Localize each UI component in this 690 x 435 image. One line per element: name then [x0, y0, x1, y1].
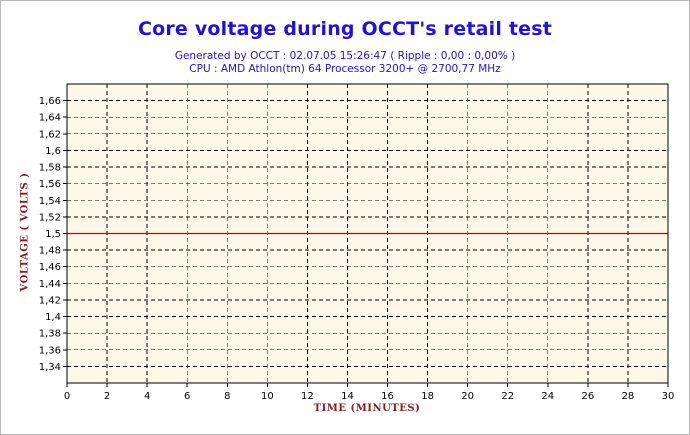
x-axis-label: TIME (MINUTES)	[313, 403, 421, 414]
y-axis-label: VOLTAGE ( VOLTS )	[19, 172, 31, 292]
chart-title: Core voltage during OCCT's retail test	[137, 18, 553, 40]
y-tick-label: 1,46	[39, 262, 61, 273]
plot-border	[66, 83, 669, 384]
x-tick-label: 0	[64, 391, 70, 402]
y-tick-label: 1,42	[39, 295, 61, 306]
y-tick-label: 1,6	[45, 146, 61, 157]
y-tick-label: 1,66	[39, 96, 61, 107]
axis-layer	[63, 83, 669, 387]
x-tick-labels: 0 2 4 6 8 10 12 14 16 18 20 22 24 26 28 30	[64, 391, 675, 402]
x-tick-label: 24	[541, 391, 554, 402]
x-tick-label: 8	[224, 391, 230, 402]
x-tick-label: 22	[501, 391, 514, 402]
x-tick-label: 30	[662, 391, 675, 402]
y-tick-labels: 1,34 1,36 1,38 1,4 1,42 1,44 1,46 1,48 1,5 1,52 1,…	[39, 96, 61, 373]
x-tick-label: 10	[261, 391, 274, 402]
x-tick-label: 14	[341, 391, 354, 402]
y-tick-label: 1,54	[39, 196, 61, 207]
y-tick-label: 1,34	[39, 362, 61, 373]
chart-subtitle-generated: Generated by OCCT : 02.07.05 15:26:47 ( …	[174, 50, 516, 62]
y-tick-label: 1,56	[39, 179, 61, 190]
chart-subtitle-cpu: CPU : AMD Athlon(tm) 64 Processor 3200+ …	[189, 63, 501, 75]
y-tick-label: 1,64	[39, 113, 61, 124]
y-tick-label: 1,38	[39, 329, 61, 340]
x-tick-label: 2	[104, 391, 110, 402]
y-tick-label: 1,4	[45, 312, 61, 323]
x-tick-label: 4	[144, 391, 150, 402]
y-tick-label: 1,62	[39, 129, 61, 140]
y-tick-label: 1,5	[45, 229, 61, 240]
y-tick-label: 1,36	[39, 345, 61, 356]
x-tick-label: 12	[301, 391, 314, 402]
x-tick-label: 6	[184, 391, 190, 402]
y-tick-label: 1,44	[39, 279, 61, 290]
y-tick-label: 1,52	[39, 212, 61, 223]
x-tick-label: 28	[622, 391, 635, 402]
x-tick-label: 16	[381, 391, 394, 402]
x-tick-label: 18	[421, 391, 434, 402]
x-tick-label: 20	[461, 391, 474, 402]
y-tick-label: 1,48	[39, 246, 61, 257]
x-tick-label: 26	[581, 391, 594, 402]
y-tick-label: 1,58	[39, 163, 61, 174]
